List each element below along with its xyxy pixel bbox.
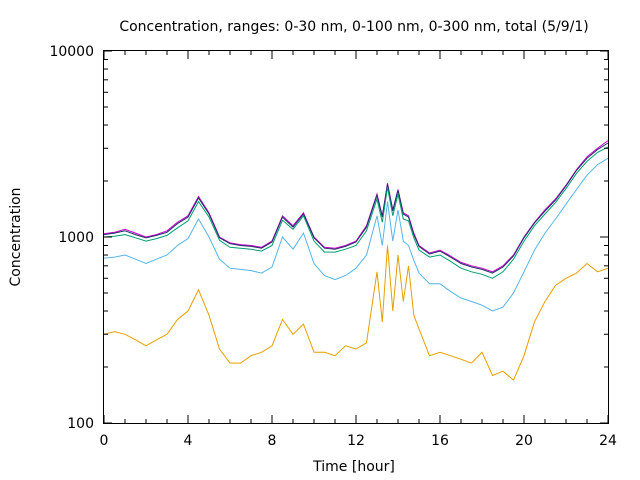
x-tick-label: 12 xyxy=(347,433,365,449)
x-tick-label: 4 xyxy=(184,433,193,449)
x-tick-label: 16 xyxy=(431,433,449,449)
series-line-2 xyxy=(103,142,609,274)
y-axis-ticks: 100 1000 10000 xyxy=(49,44,608,432)
y-tick-label: 100 xyxy=(67,416,94,432)
series-line-3 xyxy=(103,146,609,279)
plot-frame xyxy=(103,50,609,424)
x-tick-label: 8 xyxy=(268,433,277,449)
x-tick-label: 0 xyxy=(100,433,109,449)
y-axis-label: Concentration xyxy=(8,187,24,286)
plot-lines xyxy=(103,140,609,381)
series-line-4 xyxy=(103,157,609,312)
x-tick-label: 20 xyxy=(515,433,533,449)
chart-title: Concentration, ranges: 0-30 nm, 0-100 nm… xyxy=(119,19,588,35)
x-axis-label: Time [hour] xyxy=(312,459,395,475)
series-line-5 xyxy=(103,245,609,381)
x-tick-label: 24 xyxy=(599,433,617,449)
y-tick-label: 1000 xyxy=(58,230,94,246)
y-tick-label: 10000 xyxy=(49,44,94,60)
x-axis-ticks: 0 4 8 12 16 20 24 xyxy=(100,51,617,449)
